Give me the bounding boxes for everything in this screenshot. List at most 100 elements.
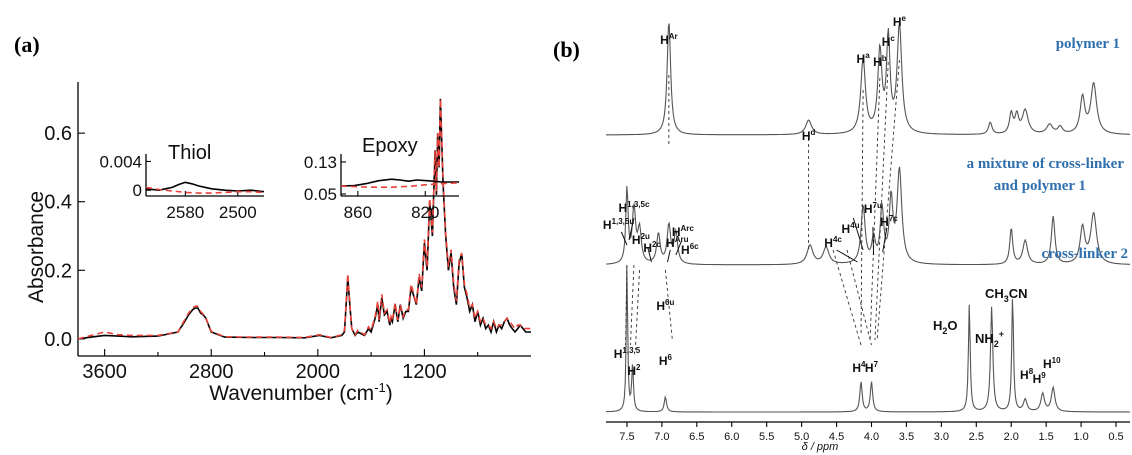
peak-label-superscript: a: [865, 51, 870, 60]
nmr-trace-polymer: [606, 22, 1130, 136]
amine-base: NH: [975, 331, 994, 346]
nmr-x-tick-label: 2.5: [969, 431, 984, 443]
crosslinker-peak-label: H1,3,5: [614, 346, 641, 361]
polymer-peak-label: Hb: [873, 54, 887, 69]
ir-y-tick-label: 0.2: [44, 260, 72, 282]
peak-label-base: H: [893, 15, 902, 29]
ir-y-tick-label: 0.0: [44, 329, 72, 351]
peak-label-superscript: 2c: [652, 240, 661, 249]
acetonitrile-base: CH: [985, 286, 1004, 301]
mixture-peak-label: H1,3,5u: [603, 217, 634, 232]
crosslinker-peak-label: H7: [865, 360, 879, 375]
ir-x-axis-label: Wavenumber (cm-1): [209, 380, 393, 405]
peak-label-superscript: 6c: [690, 242, 699, 251]
nmr-x-tick-label: 5.5: [759, 431, 774, 443]
inset-x-tick-label: 860: [344, 203, 372, 222]
nmr-correlation-line: [630, 264, 635, 346]
inset-y-tick-label: 0.004: [99, 152, 142, 171]
inset-x-tick-label: 820: [411, 203, 439, 222]
peak-label-superscript: 4u: [850, 221, 859, 230]
peak-label-base: H: [632, 233, 641, 247]
panel-b-letter: (b): [553, 37, 580, 62]
peak-label-base: H: [802, 129, 811, 143]
ir-x-axis-label-end: ): [386, 382, 393, 405]
panel-a-letter: (a): [14, 32, 40, 57]
nmr-x-tick-label: 6.5: [689, 431, 704, 443]
peak-label-superscript: 6u: [665, 298, 674, 307]
peak-label-base: H: [864, 202, 873, 216]
nmr-correlation-line: [634, 269, 640, 351]
nmr-series-label-mixture-line1: a mixture of cross-linker: [967, 156, 1125, 172]
peak-label-superscript: Ar: [669, 32, 678, 41]
inset-series-black: [340, 178, 459, 187]
peak-label-superscript: 2: [636, 363, 641, 372]
peak-pointer-arrow: [620, 231, 628, 246]
nmr-series-label-mixture-line2: and polymer 1: [994, 178, 1086, 194]
epoxy-inset: Epoxy 0.05 0.13 860 820: [304, 135, 460, 222]
peak-label-base: H: [659, 354, 668, 368]
nmr-correlation-line: [869, 77, 881, 341]
peak-label-superscript: 6: [667, 353, 672, 362]
mixture-peak-label: H6u: [656, 298, 674, 313]
polymer-peak-label: Hc: [882, 34, 896, 49]
nmr-series-label-polymer: polymer 1: [1056, 36, 1120, 52]
inset-series-black: [145, 181, 265, 193]
peak-label-superscript: 7: [874, 360, 879, 369]
peak-pointer-arrow: [836, 249, 858, 263]
inset-y-tick-label: 0.05: [304, 185, 337, 204]
peak-pointer-arrow: [628, 217, 635, 241]
peak-label-superscript: e: [902, 14, 907, 23]
crosslinker-peak-label: H6: [659, 353, 673, 368]
nmr-correlation-line: [625, 264, 628, 346]
mixture-peak-label: H7u: [864, 201, 882, 216]
peak-label-superscript: 1,3,5u: [612, 217, 635, 226]
inset-title: Thiol: [168, 142, 211, 164]
peak-label-base: H: [603, 218, 612, 232]
peak-label-superscript: 4c: [833, 235, 842, 244]
ir-y-tick-label: 0.6: [44, 123, 72, 145]
label-water: H2O: [933, 318, 958, 336]
peak-label-base: H: [873, 55, 882, 69]
peak-label-base: H: [1043, 357, 1052, 371]
peak-pointer-arrow: [872, 226, 875, 256]
polymer-peak-label: HAr: [660, 32, 678, 47]
polymer-peak-label: Hd: [802, 128, 816, 143]
peak-label-superscript: c: [890, 34, 895, 43]
mixture-peak-label: H2c: [643, 240, 661, 255]
nmr-correlation-line: [874, 61, 889, 341]
nmr-x-tick-label: 6.0: [724, 431, 739, 443]
ir-series-black: [77, 98, 531, 340]
peak-pointer-arrow: [666, 249, 671, 263]
peak-label-base: H: [681, 243, 690, 257]
peak-label-base: H: [614, 347, 623, 361]
peak-label-base: H: [824, 236, 833, 250]
nmr-correlation-line: [846, 249, 872, 346]
peak-label-base: H: [666, 236, 675, 250]
peak-pointer-arrow: [675, 240, 682, 256]
peak-label-base: H: [1033, 372, 1042, 386]
peak-label-base: H: [882, 35, 891, 49]
ir-x-tick-label: 2000: [296, 361, 341, 383]
peak-label-superscript: b: [882, 54, 887, 63]
polymer-peak-label: Ha: [857, 51, 871, 66]
label-acetonitrile: CH3CN: [985, 286, 1028, 304]
peak-label-base: H: [656, 299, 665, 313]
peak-label-base: H: [865, 361, 874, 375]
mixture-peak-label: H2u: [632, 232, 650, 247]
peak-label-superscript: 4: [861, 360, 866, 369]
water-end: O: [947, 318, 957, 333]
crosslinker-peak-label: H2: [627, 363, 641, 378]
ir-y-tick-label: 0.4: [44, 192, 72, 214]
crosslinker-peak-label: H9: [1033, 371, 1047, 386]
water-sub: 2: [942, 326, 947, 336]
peak-label-superscript: 10: [1052, 356, 1061, 365]
ir-x-axis-label-sup: -1: [374, 380, 386, 395]
mixture-peak-label: H6c: [681, 242, 699, 257]
ir-x-axis-label-main: Wavenumber (cm: [209, 382, 374, 405]
peak-label-base: H: [1020, 368, 1029, 382]
nmr-x-tick-label: 1.5: [1039, 431, 1054, 443]
acetonitrile-end: CN: [1009, 286, 1028, 301]
ir-x-tick-label: 1200: [402, 361, 447, 383]
